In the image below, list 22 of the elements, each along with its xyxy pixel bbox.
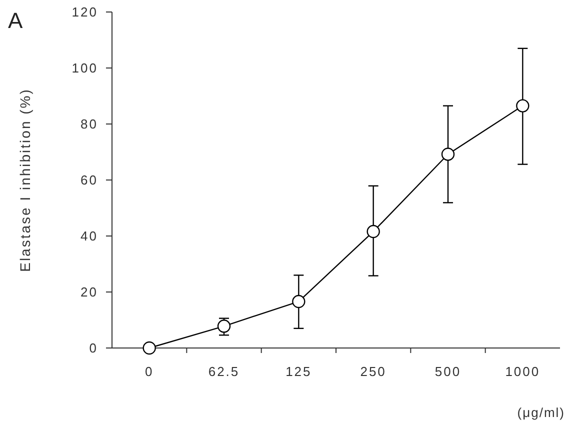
y-tick-label: 20 — [80, 284, 98, 300]
point — [366, 224, 380, 238]
x-tick-label: 62.5 — [208, 364, 240, 379]
point — [292, 294, 306, 308]
y-tick-label: 40 — [80, 228, 98, 244]
point — [217, 320, 231, 333]
point — [516, 99, 530, 112]
x-tick-label: 0 — [144, 364, 154, 379]
point — [441, 148, 455, 161]
y-tick-label: 0 — [89, 340, 98, 356]
y-tick-label: 80 — [80, 116, 98, 132]
y-tick-label: 60 — [80, 172, 98, 188]
x-tick-label: 250 — [360, 364, 386, 379]
y-tick-label: 120 — [72, 4, 98, 20]
x-tick-label: 125 — [286, 364, 312, 379]
y-tick-label: 100 — [72, 60, 98, 76]
chart-title: A — [8, 8, 23, 33]
x-tick-label: 1000 — [505, 364, 540, 379]
point — [142, 341, 156, 355]
x-tick-label: 500 — [434, 364, 462, 379]
x-axis-title: (μg/ml) — [517, 405, 565, 420]
y-axis-title: Elastase I inhibition (%) — [17, 88, 33, 272]
